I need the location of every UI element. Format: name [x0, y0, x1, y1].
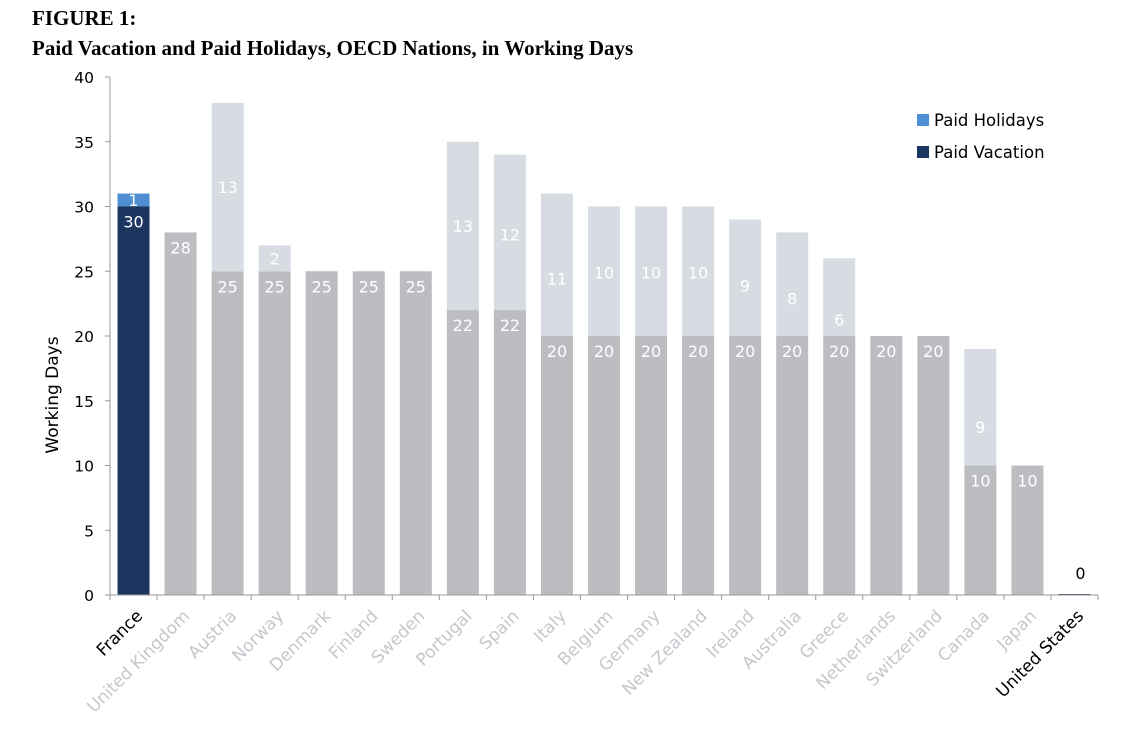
- bar-paid-vacation-new-zealand: [682, 336, 715, 595]
- data-label-paid-vacation-new-zealand: 20: [688, 342, 708, 361]
- data-label-paid-vacation-canada: 10: [970, 472, 990, 491]
- data-label-paid-holidays-new-zealand: 10: [688, 264, 708, 283]
- bar-paid-vacation-spain: [493, 310, 526, 595]
- data-label-paid-holidays-spain: 12: [500, 226, 520, 245]
- bar-paid-holidays-ireland: [729, 219, 762, 336]
- y-tick-label: 0: [84, 587, 94, 605]
- bar-paid-holidays-australia: [776, 232, 809, 336]
- data-label-paid-holidays-australia: 8: [787, 289, 797, 308]
- bar-paid-vacation-switzerland: [917, 336, 950, 595]
- data-label-paid-holidays-france: 1: [128, 191, 138, 210]
- data-label-paid-vacation-portugal: 22: [453, 316, 473, 335]
- bar-paid-vacation-greece: [823, 336, 856, 595]
- y-tick-label: 10: [74, 458, 94, 476]
- data-label-paid-holidays-canada: 9: [975, 418, 985, 437]
- data-label-paid-vacation-japan: 10: [1017, 472, 1037, 491]
- data-label-paid-vacation-australia: 20: [782, 342, 802, 361]
- data-label-paid-holidays-belgium: 10: [594, 264, 614, 283]
- data-label-paid-vacation-norway: 25: [264, 277, 284, 296]
- data-label-paid-vacation-ireland: 20: [735, 342, 755, 361]
- y-tick-label: 15: [74, 393, 94, 411]
- data-label-paid-holidays-portugal: 13: [453, 217, 473, 236]
- data-label-paid-vacation-netherlands: 20: [876, 342, 896, 361]
- bar-paid-holidays-canada: [964, 348, 997, 466]
- data-label-paid-vacation-france: 30: [123, 213, 143, 232]
- legend-label-paid-vacation: Paid Vacation: [934, 143, 1045, 162]
- y-tick-label: 40: [74, 69, 94, 87]
- bar-paid-holidays-norway: [258, 245, 291, 272]
- data-label-paid-vacation-greece: 20: [829, 342, 849, 361]
- bar-paid-holidays-spain: [493, 154, 526, 311]
- data-label-paid-holidays-greece: 6: [834, 310, 844, 329]
- legend-swatch-paid-vacation: [917, 146, 929, 158]
- data-label-paid-vacation-denmark: 25: [312, 277, 332, 296]
- x-tick-label-italy: Italy: [530, 606, 570, 646]
- bar-paid-holidays-belgium: [588, 206, 620, 336]
- bar-paid-holidays-new-zealand: [682, 206, 715, 336]
- y-tick-label: 30: [74, 199, 94, 217]
- bar-paid-holidays-france: [117, 193, 150, 207]
- data-label-paid-vacation-spain: 22: [500, 316, 520, 335]
- chart-title: Paid Vacation and Paid Holidays, OECD Na…: [32, 36, 634, 60]
- bar-paid-vacation-ireland: [729, 336, 762, 595]
- data-label-paid-holidays-ireland: 9: [740, 276, 750, 295]
- data-label-paid-holidays-italy: 11: [547, 270, 567, 289]
- bar-paid-vacation-canada: [964, 465, 997, 595]
- bar-paid-vacation-austria: [211, 271, 244, 595]
- y-tick-label: 25: [74, 263, 94, 281]
- bar-paid-vacation-belgium: [588, 336, 620, 595]
- data-label-paid-vacation-sweden: 25: [406, 277, 426, 296]
- data-label-paid-vacation-austria: 25: [217, 277, 237, 296]
- legend-label-paid-holidays: Paid Holidays: [934, 111, 1044, 130]
- data-label-paid-vacation-finland: 25: [359, 277, 379, 296]
- bar-paid-vacation-finland: [352, 271, 385, 595]
- y-tick-label: 20: [74, 328, 94, 346]
- data-label-paid-vacation-germany: 20: [641, 342, 661, 361]
- y-tick-label: 35: [74, 134, 94, 152]
- bar-paid-vacation-norway: [258, 271, 291, 595]
- bar-paid-vacation-germany: [635, 336, 668, 595]
- data-label-paid-vacation-belgium: 20: [594, 342, 614, 361]
- data-label-paid-holidays-germany: 10: [641, 264, 661, 283]
- legend: Paid Holidays Paid Vacation: [917, 111, 1045, 162]
- bar-paid-vacation-sweden: [399, 271, 432, 595]
- bar-labels-layer: 30 1 28 25 13 25 2 25 25 25 22 13 22 12 20 11 20 10 20 10 20…: [123, 178, 1085, 583]
- bar-paid-vacation-japan: [1011, 465, 1044, 595]
- bar-paid-vacation-italy: [540, 336, 573, 595]
- data-label-paid-vacation-united-states: 0: [1075, 564, 1085, 583]
- legend-swatch-paid-holidays: [917, 114, 929, 126]
- bar-paid-vacation-netherlands: [870, 336, 903, 595]
- bar-paid-vacation-portugal: [446, 310, 479, 595]
- x-tick-label-spain: Spain: [476, 606, 524, 654]
- data-label-paid-holidays-austria: 13: [217, 178, 237, 197]
- data-label-paid-vacation-switzerland: 20: [923, 342, 943, 361]
- bars-layer: [117, 102, 1091, 595]
- bar-paid-vacation-denmark: [305, 271, 338, 595]
- data-label-paid-vacation-united-kingdom: 28: [170, 238, 190, 257]
- data-label-paid-holidays-norway: 2: [270, 249, 280, 268]
- bar-paid-holidays-austria: [211, 102, 244, 272]
- data-label-paid-vacation-italy: 20: [547, 342, 567, 361]
- bar-paid-holidays-greece: [823, 258, 856, 336]
- bar-paid-vacation-australia: [776, 336, 809, 595]
- bar-paid-vacation-united-kingdom: [164, 232, 197, 595]
- bar-paid-holidays-germany: [635, 206, 668, 336]
- figure-label: FIGURE 1:: [32, 6, 137, 30]
- x-tick-label-new-zealand: New Zealand: [618, 606, 711, 699]
- y-tick-label: 5: [84, 522, 94, 540]
- bar-paid-holidays-italy: [540, 193, 573, 336]
- y-axis-label: Working Days: [43, 336, 63, 453]
- x-tick-label-canada: Canada: [934, 606, 994, 666]
- bar-paid-vacation-france: [117, 206, 150, 595]
- bar-paid-holidays-portugal: [446, 141, 479, 311]
